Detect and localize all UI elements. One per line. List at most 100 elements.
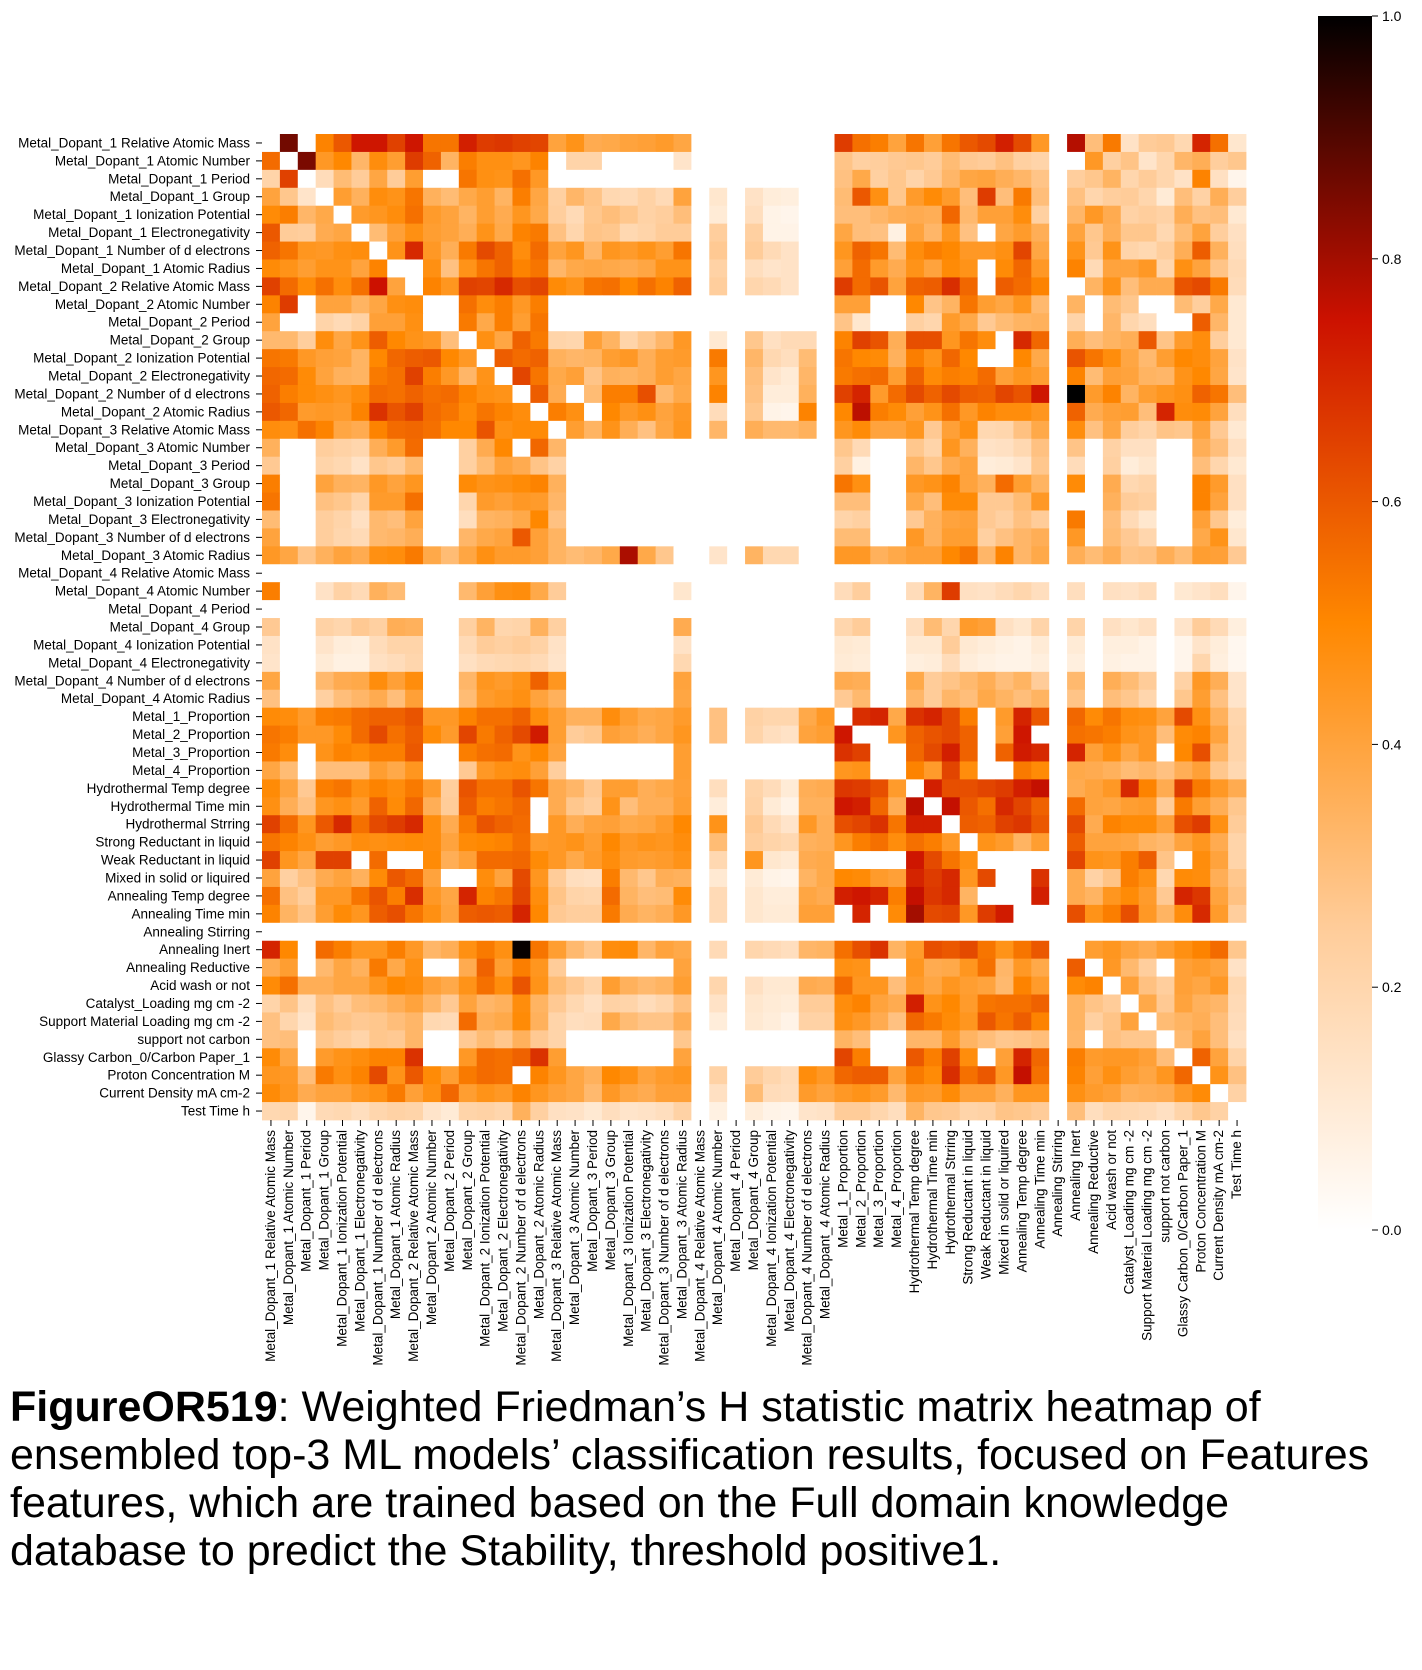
heatmap-cell xyxy=(834,134,853,153)
heatmap-cell xyxy=(369,546,388,565)
heatmap-cell xyxy=(530,277,549,296)
heatmap-cell xyxy=(279,510,299,529)
heatmap-cell xyxy=(1102,492,1122,511)
heatmap-cell xyxy=(762,815,782,834)
heatmap-cell xyxy=(548,779,567,798)
heatmap-cell xyxy=(387,815,406,834)
heatmap-cell xyxy=(709,1066,728,1085)
heatmap-cell xyxy=(941,331,961,350)
heatmap-cell xyxy=(1156,546,1175,565)
heatmap-cell xyxy=(387,492,406,511)
heatmap-cell xyxy=(745,1048,764,1067)
heatmap-cell xyxy=(852,994,871,1013)
heatmap-cell xyxy=(995,331,1014,350)
heatmap-cell xyxy=(709,618,728,637)
heatmap-cell xyxy=(691,886,710,906)
heatmap-cell xyxy=(262,743,281,762)
heatmap-cell xyxy=(1210,815,1229,834)
heatmap-cell xyxy=(548,582,567,601)
heatmap-cell xyxy=(1084,367,1104,386)
heatmap-cell xyxy=(566,743,585,762)
heatmap-cell xyxy=(476,761,495,780)
heatmap-cell xyxy=(405,313,424,332)
heatmap-cell xyxy=(870,582,889,601)
heatmap-cell xyxy=(1102,151,1122,171)
heatmap-cell xyxy=(1084,600,1104,619)
heatmap-cell xyxy=(709,295,728,314)
heatmap-cell xyxy=(476,779,495,798)
x-tick-label: Metal_Dopant_1 Atomic Radius xyxy=(388,1130,403,1319)
heatmap-cell xyxy=(906,618,925,637)
heatmap-cell xyxy=(923,1012,943,1031)
heatmap-cell xyxy=(458,438,478,458)
heatmap-cell xyxy=(941,671,961,691)
colorbar-tick-label: 0.0 xyxy=(1382,1222,1402,1238)
x-tick-label: Test Time h xyxy=(1229,1130,1244,1199)
heatmap-cell xyxy=(691,277,710,296)
heatmap-cell xyxy=(297,833,317,852)
heatmap-cell xyxy=(530,492,549,511)
heatmap-cell xyxy=(1013,689,1032,709)
heatmap-cell xyxy=(387,402,406,422)
heatmap-cell xyxy=(762,1012,782,1031)
heatmap-cell xyxy=(566,1030,585,1049)
heatmap-cell xyxy=(619,187,639,207)
heatmap-cell xyxy=(1013,851,1032,870)
heatmap-cell xyxy=(906,958,925,977)
heatmap-cell xyxy=(941,510,961,529)
heatmap-cell xyxy=(476,187,495,207)
heatmap-cell xyxy=(1067,671,1086,691)
heatmap-cell xyxy=(888,384,907,404)
caption-text: : Weighted Friedman’s H statistic matrix… xyxy=(10,1383,1370,1575)
heatmap-cell xyxy=(297,922,317,942)
heatmap-cell xyxy=(852,384,871,404)
heatmap-cell xyxy=(1138,779,1157,798)
heatmap-cell xyxy=(888,653,907,673)
heatmap-cell xyxy=(834,833,853,852)
heatmap-cell xyxy=(709,851,728,870)
heatmap-cell xyxy=(387,743,406,762)
heatmap-cell xyxy=(369,779,388,798)
heatmap-cell xyxy=(1067,1066,1086,1085)
heatmap-cell xyxy=(762,205,782,225)
heatmap-cell xyxy=(619,886,639,906)
heatmap-cell xyxy=(780,761,800,780)
heatmap-cell xyxy=(458,1012,478,1031)
heatmap-cell xyxy=(637,277,656,296)
heatmap-cell xyxy=(852,940,871,960)
heatmap-cell xyxy=(977,958,996,977)
heatmap-cell xyxy=(262,1030,281,1049)
x-tick-label: Metal_Dopant_4 Atomic Number xyxy=(710,1130,725,1326)
heatmap-cell xyxy=(494,851,513,870)
heatmap-cell xyxy=(423,958,442,977)
heatmap-cell xyxy=(1192,958,1211,977)
heatmap-cell xyxy=(351,851,370,870)
heatmap-cell xyxy=(1049,241,1068,260)
heatmap-cell xyxy=(279,134,299,153)
heatmap-cell xyxy=(906,241,925,260)
heatmap-cell xyxy=(1210,277,1229,296)
heatmap-cell xyxy=(655,851,674,870)
heatmap-cell xyxy=(279,205,299,225)
heatmap-cell xyxy=(1013,134,1032,153)
heatmap-cell xyxy=(1156,1030,1175,1049)
heatmap-cell xyxy=(423,420,442,440)
heatmap-cell xyxy=(798,259,818,278)
heatmap-cell xyxy=(279,653,299,673)
heatmap-cell xyxy=(440,169,460,189)
heatmap-cell xyxy=(1120,940,1140,960)
heatmap-cell xyxy=(870,653,889,673)
heatmap-cell xyxy=(1210,474,1229,493)
heatmap-cell xyxy=(548,1084,567,1103)
heatmap-cell xyxy=(1049,528,1068,547)
heatmap-cell xyxy=(1102,277,1122,296)
heatmap-cell xyxy=(494,653,513,673)
heatmap-cell xyxy=(870,851,889,870)
heatmap-cell xyxy=(1120,474,1140,493)
heatmap-cell xyxy=(888,420,907,440)
heatmap-cell xyxy=(1084,1012,1104,1031)
heatmap-cell xyxy=(1102,564,1122,583)
heatmap-cell xyxy=(1156,976,1175,995)
x-tick-label: Metal_Dopant_4 Electronegativity xyxy=(782,1130,797,1332)
heatmap-cell xyxy=(1049,635,1068,655)
